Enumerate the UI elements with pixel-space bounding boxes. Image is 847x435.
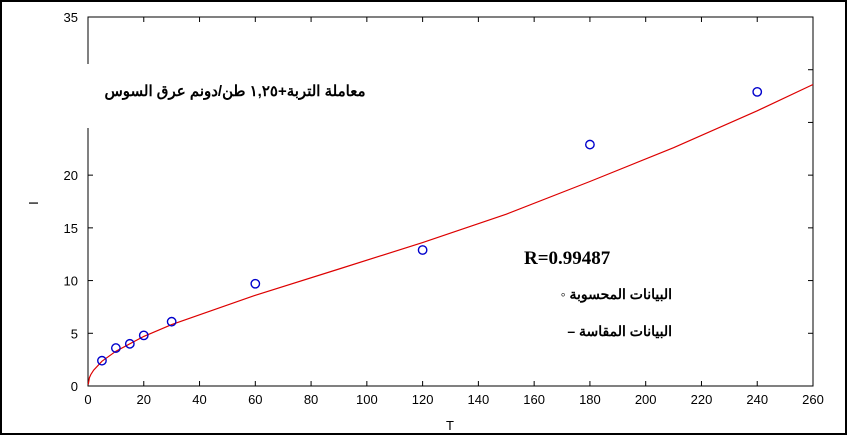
legend-measured: البيانات المقاسة – xyxy=(567,323,672,339)
y-tick-label: 35 xyxy=(64,10,78,25)
y-tick-label: 5 xyxy=(71,326,78,341)
data-point xyxy=(124,338,135,349)
data-point xyxy=(166,316,177,327)
x-axis-label: T xyxy=(446,418,454,433)
x-tick-label: 180 xyxy=(579,392,601,407)
correlation-annotation: R=0.99487 xyxy=(524,248,611,269)
title-box: معاملة التربة+١,٢٥ طن/دونم عرق السوس xyxy=(30,64,440,128)
y-tick-label: 0 xyxy=(71,379,78,394)
y-axis-label: I xyxy=(26,201,41,205)
data-point xyxy=(585,139,595,150)
x-tick-label: 140 xyxy=(468,392,490,407)
data-point xyxy=(250,278,261,289)
x-tick-label: 60 xyxy=(248,392,262,407)
fit-line xyxy=(87,83,814,385)
x-tick-label: 80 xyxy=(304,392,318,407)
x-tick-label: 160 xyxy=(523,392,545,407)
x-tick-label: 100 xyxy=(356,392,378,407)
x-tick-label: 0 xyxy=(84,392,91,407)
x-tick-label: 260 xyxy=(802,392,824,407)
y-tick-label: 15 xyxy=(64,221,78,236)
data-point xyxy=(752,86,763,97)
y-tick-label: 20 xyxy=(64,168,78,183)
x-tick-label: 240 xyxy=(746,392,768,407)
legend-calculated: البيانات المحسوبة ◦ xyxy=(560,286,672,302)
data-point xyxy=(138,330,149,341)
data-point xyxy=(417,245,428,255)
x-tick-label: 120 xyxy=(412,392,434,407)
x-tick-label: 20 xyxy=(137,392,151,407)
x-tick-label: 220 xyxy=(691,392,713,407)
x-tick-label: 200 xyxy=(635,392,657,407)
x-tick-label: 40 xyxy=(192,392,206,407)
data-point xyxy=(110,343,121,353)
y-tick-label: 10 xyxy=(64,274,78,289)
chart-title: معاملة التربة+١,٢٥ طن/دونم عرق السوس xyxy=(104,83,366,100)
data-point xyxy=(97,355,107,366)
